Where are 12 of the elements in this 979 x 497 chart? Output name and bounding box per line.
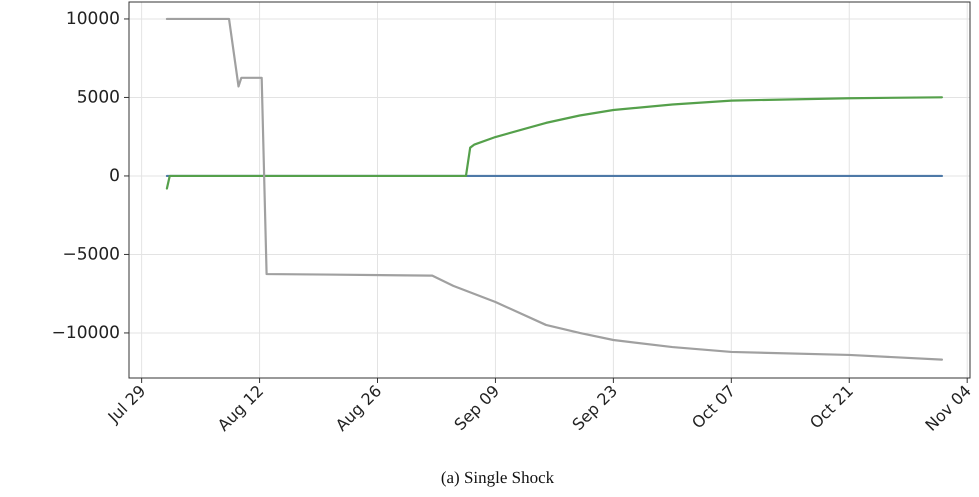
- text: (a) Single Shock: [440, 468, 555, 487]
- x-tick-label: Sep 23: [568, 381, 622, 434]
- x-tick-label: Oct 21: [806, 381, 857, 432]
- x-tick-label: Sep 09: [450, 381, 504, 434]
- y-tick-label: −10000: [52, 322, 120, 343]
- y-tick-label: −5000: [62, 244, 120, 264]
- x-tick-label: Jul 29: [104, 381, 150, 428]
- x-tick-label: Oct 07: [688, 381, 740, 432]
- y-tick-label: 10000: [66, 8, 120, 29]
- x-tick-label: Nov 04: [921, 381, 975, 435]
- y-tick-label: 0: [109, 166, 120, 186]
- y-tick-label: 5000: [76, 87, 120, 108]
